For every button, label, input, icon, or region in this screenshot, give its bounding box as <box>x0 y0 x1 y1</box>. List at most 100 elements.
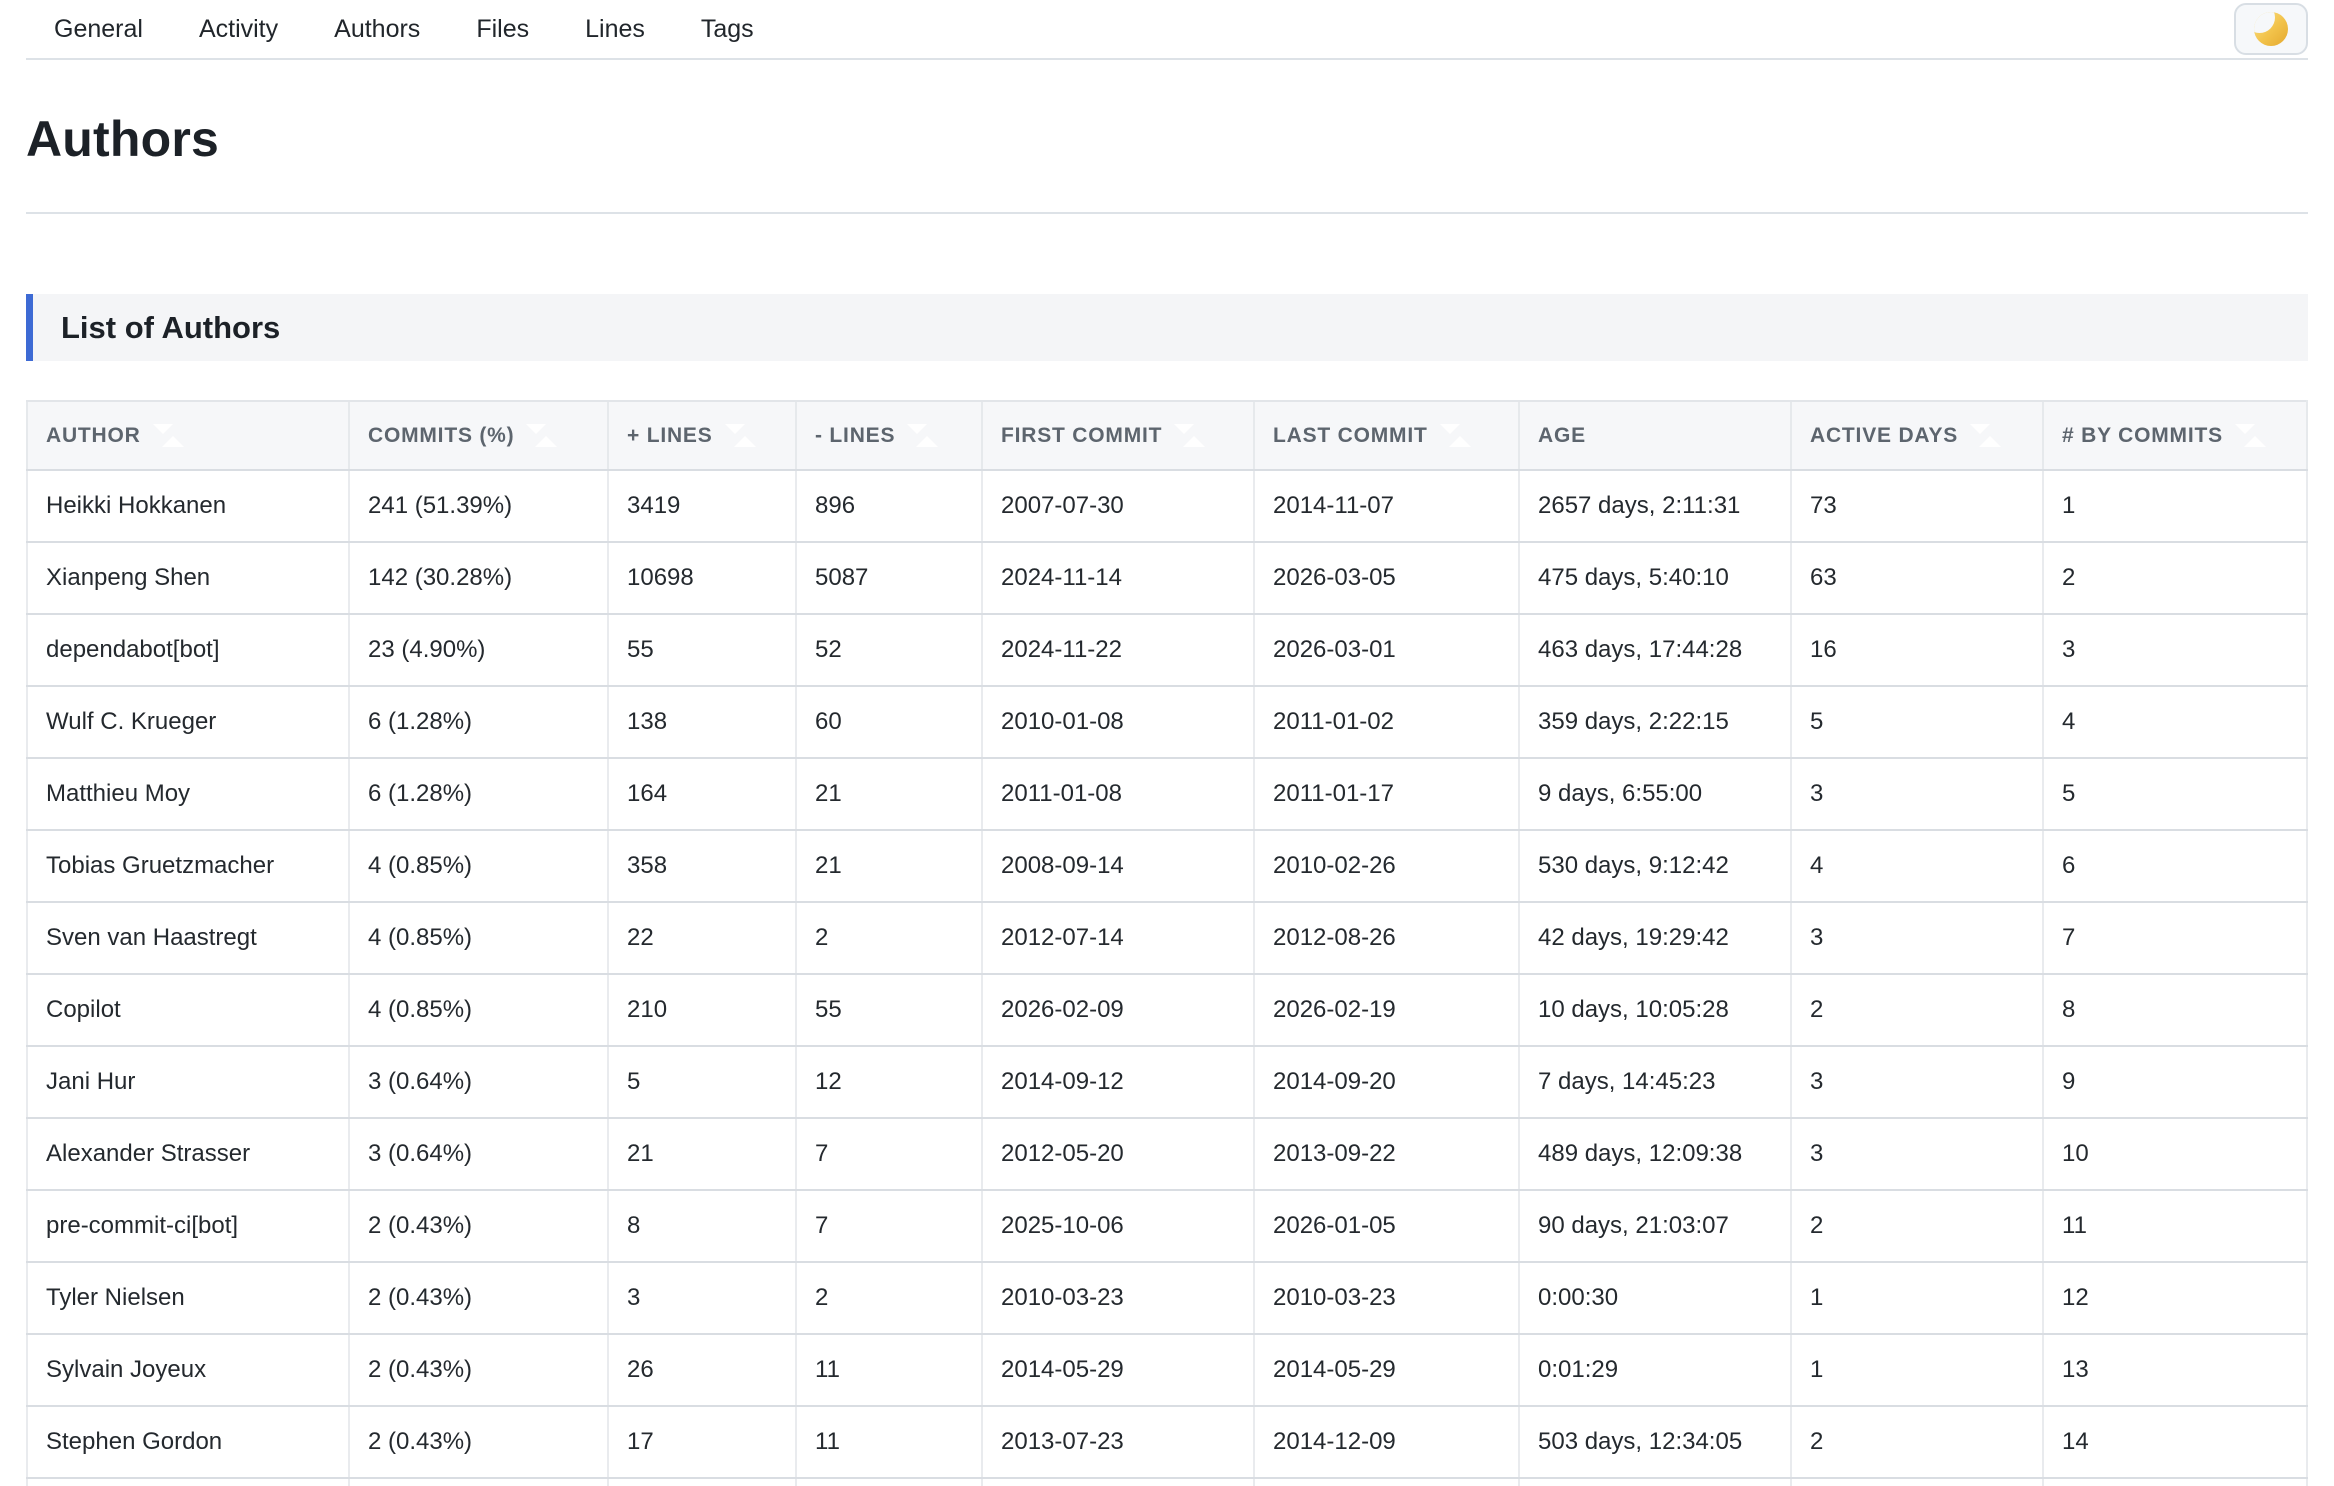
cell-minus-lines: 12 <box>795 1046 982 1119</box>
cell-minus-lines: 21 <box>795 830 982 903</box>
cell-last-commit: 2010-02-26 <box>1253 830 1519 903</box>
cell-minus-lines: 11 <box>795 1406 982 1479</box>
table-row: Matthieu Moy 6 (1.28%) 164 21 2011-01-08 2011… <box>26 758 2308 831</box>
cell-plus-lines: 22 <box>607 902 796 975</box>
cell-last-commit: 2010-03-23 <box>1253 1262 1519 1335</box>
sort-icon[interactable] <box>526 424 558 448</box>
cell-author: Wulf C. Krueger <box>26 686 349 759</box>
nav-item-general[interactable]: General <box>54 14 143 43</box>
cell-active-days: 63 <box>1790 542 2043 615</box>
table-row: pre-commit-ci[bot] 2 (0.43%) 8 7 2025-10-06 2… <box>26 1190 2308 1263</box>
cell-active-days: 2 <box>1790 974 2043 1047</box>
cell-plus-lines: 17 <box>607 1406 796 1479</box>
cell-commits-pct: 241 (51.39%) <box>348 470 608 543</box>
cell-minus-lines: 55 <box>795 974 982 1047</box>
nav-tabs: General Activity Authors Files Lines Tags <box>26 15 754 44</box>
cell-last-commit: 2026-02-19 <box>1253 974 1519 1047</box>
cell-age: 463 days, 17:44:28 <box>1518 614 1791 687</box>
sort-icon[interactable] <box>1970 424 2002 448</box>
top-navbar: General Activity Authors Files Lines Tags <box>0 0 2334 58</box>
cell-by-commits: 3 <box>2042 614 2308 687</box>
cell-active-days: 3 <box>1790 758 2043 831</box>
nav-item-activity[interactable]: Activity <box>198 14 279 43</box>
cell-author: Tyler Nielsen <box>26 1262 349 1335</box>
cell-by-commits: 1 <box>2042 470 2308 543</box>
table-row: Tyler Nielsen 2 (0.43%) 3 2 2010-03-23 2010-0… <box>26 1262 2308 1335</box>
cell-author: Sylvain Joyeux <box>26 1334 349 1407</box>
table-row: Tobias Gruetzmacher 4 (0.85%) 358 21 2008-09… <box>26 830 2308 903</box>
column-header-author[interactable]: AUTHOR <box>26 400 349 471</box>
column-header-first-commit[interactable]: FIRST COMMIT <box>981 400 1254 471</box>
cell-minus-lines: 2 <box>795 902 982 975</box>
cell-first-commit: 2007-07-30 <box>981 470 1254 543</box>
table-row: Heikki Hokkanen 241 (51.39%) 3419 896 2007-0… <box>26 470 2308 543</box>
column-label: ACTIVE DAYS <box>1810 423 1959 447</box>
cell-active-days: 5 <box>1790 686 2043 759</box>
cell-minus-lines: 60 <box>795 686 982 759</box>
title-divider <box>26 212 2308 214</box>
cell-commits-pct: 2 (0.43%) <box>348 1406 608 1479</box>
cell-age: 42 days, 19:29:42 <box>1518 902 1791 975</box>
cell-commits-pct: 4 (0.85%) <box>348 902 608 975</box>
cell-first-commit: 2025-10-06 <box>981 1190 1254 1263</box>
table-row: Stephen Gordon 2 (0.43%) 17 11 2013-07-23 201… <box>26 1406 2308 1479</box>
cell-commits-pct: 2 (0.43%) <box>348 1334 608 1407</box>
column-header-minus-lines[interactable]: - LINES <box>795 400 982 471</box>
theme-toggle-button[interactable] <box>2234 3 2308 55</box>
cell-commits-pct: 3 (0.64%) <box>348 1118 608 1191</box>
cell-age: 2657 days, 2:11:31 <box>1518 470 1791 543</box>
sort-icon[interactable] <box>907 424 939 448</box>
table-row: Sylvain Joyeux 2 (0.43%) 26 11 2014-05-29 201… <box>26 1334 2308 1407</box>
cell-plus-lines: 8 <box>607 1190 796 1263</box>
sort-icon[interactable] <box>2234 424 2266 448</box>
nav-item-lines[interactable]: Lines <box>585 14 645 43</box>
column-label: - LINES <box>815 423 896 447</box>
column-header-commits-pct[interactable]: COMMITS (%) <box>348 400 608 471</box>
cell-minus-lines: 2 <box>795 1262 982 1335</box>
cell-by-commits: 12 <box>2042 1262 2308 1335</box>
cell-first-commit: 2014-05-29 <box>981 1334 1254 1407</box>
cell-active-days: 1 <box>1790 1334 2043 1407</box>
cell-minus-lines: 7 <box>795 1190 982 1263</box>
cell-active-days: 2 <box>1790 1406 2043 1479</box>
sort-icon[interactable] <box>1174 424 1206 448</box>
cell-plus-lines: 3419 <box>607 470 796 543</box>
cell-commits-pct: 2 (0.43%) <box>348 1190 608 1263</box>
column-header-active-days[interactable]: ACTIVE DAYS <box>1790 400 2043 471</box>
column-header-by-commits[interactable]: # BY COMMITS <box>2042 400 2308 471</box>
cell-commits-pct: 142 (30.28%) <box>348 542 608 615</box>
nav-item-files[interactable]: Files <box>476 14 530 43</box>
cell-author: dependabot[bot] <box>26 614 349 687</box>
cell-active-days: 16 <box>1790 614 2043 687</box>
cell-plus-lines: 210 <box>607 974 796 1047</box>
cell-age: 0:00:30 <box>1518 1262 1791 1335</box>
sort-icon[interactable] <box>1439 424 1471 448</box>
section-title: List of Authors <box>61 309 281 345</box>
cell-age: 0:01:29 <box>1518 1334 1791 1407</box>
cell-author: Matthieu Moy <box>26 758 349 831</box>
nav-item-tags[interactable]: Tags <box>700 14 754 43</box>
cell-commits-pct: 2 (0.43%) <box>348 1262 608 1335</box>
cell-last-commit: 2014-12-09 <box>1253 1406 1519 1479</box>
column-label: LAST COMMIT <box>1273 423 1428 447</box>
sort-icon[interactable] <box>724 424 756 448</box>
table-row: Jani Hur 3 (0.64%) 5 12 2014-09-12 2014-09-20… <box>26 1046 2308 1119</box>
cell-age: 530 days, 9:12:42 <box>1518 830 1791 903</box>
cell-age: 489 days, 12:09:38 <box>1518 1118 1791 1191</box>
cell-author: Tobias Gruetzmacher <box>26 830 349 903</box>
cell-first-commit: 2012-07-14 <box>981 902 1254 975</box>
table-row: dependabot[bot] 23 (4.90%) 55 52 2024-11-22 2… <box>26 614 2308 687</box>
column-header-plus-lines[interactable]: + LINES <box>607 400 796 471</box>
cell-plus-lines: 358 <box>607 830 796 903</box>
column-header-last-commit[interactable]: LAST COMMIT <box>1253 400 1519 471</box>
table-row: Alexander Strasser 3 (0.64%) 21 7 2012-05-20… <box>26 1118 2308 1191</box>
column-label: FIRST COMMIT <box>1001 423 1163 447</box>
authors-table: AUTHOR COMMITS (%) + LINES - LINES FIRST COM… <box>26 400 2308 1486</box>
nav-item-authors[interactable]: Authors <box>334 14 421 43</box>
sort-icon[interactable] <box>152 424 184 448</box>
cell-age: 7 days, 14:45:23 <box>1518 1046 1791 1119</box>
cell-first-commit: 2011-01-08 <box>981 758 1254 831</box>
cell-last-commit: 2012-08-26 <box>1253 902 1519 975</box>
cell-minus-lines: 52 <box>795 614 982 687</box>
cell-last-commit: 2011-01-17 <box>1253 758 1519 831</box>
